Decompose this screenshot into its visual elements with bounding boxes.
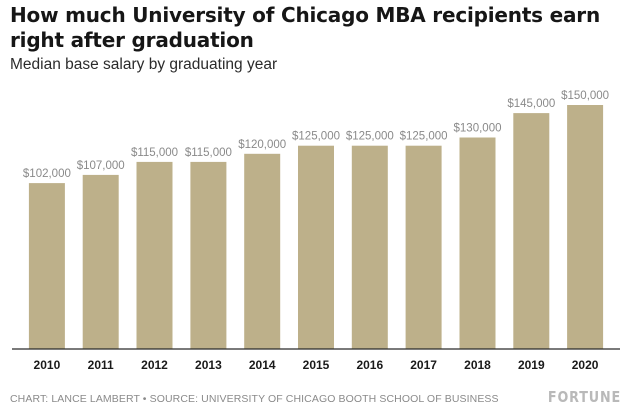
bar-value-label-2010: $102,000	[23, 168, 71, 180]
bars-group	[28, 105, 604, 349]
bar-value-label-2019: $145,000	[507, 98, 555, 110]
x-tick-label-2015: 2015	[303, 358, 330, 372]
x-tick-label-2018: 2018	[464, 358, 491, 372]
bar-2013	[190, 161, 227, 349]
bar-value-label-2013: $115,000	[185, 147, 232, 159]
bar-labels-group: $102,000 $107,000 $115,000 $115,000 $120,000…	[23, 90, 609, 180]
brand-logo: FORTUNE	[547, 388, 621, 406]
bar-2014	[244, 153, 281, 349]
bar-value-label-2014: $120,000	[238, 139, 286, 151]
bar-value-label-2015: $125,000	[292, 131, 340, 143]
bar-value-label-2016: $125,000	[346, 131, 394, 143]
bar-value-label-2017: $125,000	[400, 131, 448, 143]
x-tick-label-2012: 2012	[141, 358, 168, 372]
x-tick-label-2010: 2010	[34, 358, 61, 372]
bar-value-label-2012: $115,000	[131, 147, 178, 159]
x-tick-label-2019: 2019	[518, 358, 545, 372]
x-tick-label-2011: 2011	[88, 358, 114, 372]
bar-value-label-2018: $130,000	[454, 123, 502, 135]
bar-value-label-2011: $107,000	[77, 160, 125, 172]
bar-2011	[82, 174, 119, 349]
x-tick-label-2013: 2013	[195, 358, 222, 372]
x-tick-label-2016: 2016	[356, 358, 383, 372]
chart-title: How much University of Chicago MBA recip…	[10, 3, 601, 52]
bar-2012	[136, 161, 173, 349]
bar-2019	[513, 113, 550, 349]
bar-2020	[567, 105, 604, 349]
x-tick-label-2017: 2017	[410, 358, 437, 372]
x-tick-label-2014: 2014	[249, 358, 276, 372]
x-axis-ticks-group: 2010 2011 2012 2013 2014 2015 2016 2017 2018 2019…	[34, 358, 599, 372]
bar-2017	[405, 145, 442, 349]
bar-2015	[298, 145, 334, 349]
bar-2010	[28, 183, 65, 349]
bar-2016	[351, 145, 388, 349]
bar-value-label-2020: $150,000	[561, 90, 609, 102]
bar-2018	[459, 137, 496, 349]
x-tick-label-2020: 2020	[572, 358, 599, 372]
chart-subtitle: Median base salary by graduating year	[10, 56, 278, 73]
source-note: CHART: LANCE LAMBERT • SOURCE: UNIVERSIT…	[10, 393, 499, 405]
